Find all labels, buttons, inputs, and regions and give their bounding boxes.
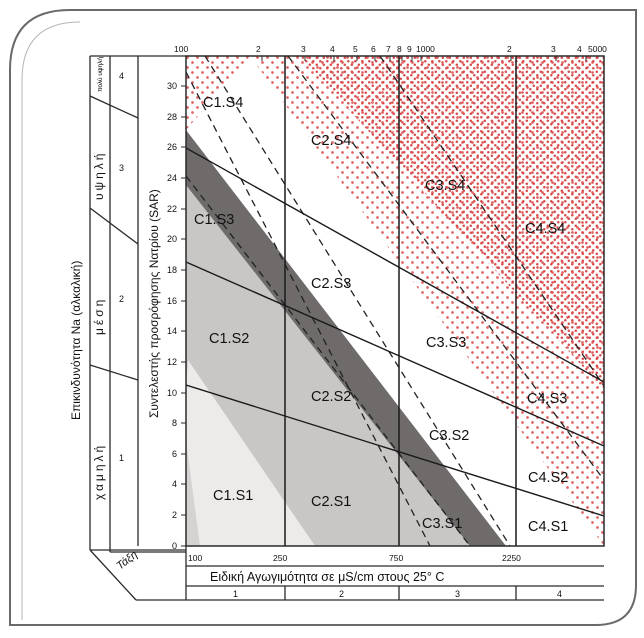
y-tick: 8 — [172, 418, 177, 428]
hazard-label-high: υψηλή — [92, 151, 106, 200]
hazard-number-1: 1 — [119, 453, 124, 463]
y-tick: 18 — [167, 265, 177, 275]
zone-label: C4.S1 — [528, 519, 568, 535]
conductivity-class-numbers: 1 2 3 4 — [233, 589, 562, 599]
class-number: 1 — [233, 589, 238, 599]
y-tick: 2 — [172, 510, 177, 520]
bottom-tick: 750 — [389, 553, 403, 563]
top-tick: 6 — [371, 44, 376, 54]
sar-axis-title: Συντελεστής προσρόφησης Νατρίου (SAR) — [147, 189, 161, 418]
y-tick: 0 — [172, 541, 177, 551]
top-tick-labels: 100 2 3 4 5 6 7 8 9 1000 2 3 4 5000 — [174, 44, 607, 54]
zone-labels: C1.S4 C2.S4 C3.S4 C4.S4 C1.S3 C2.S3 C3.S… — [194, 95, 568, 535]
hazard-label-low: χαμηλή — [92, 443, 106, 500]
y-tick: 24 — [167, 173, 177, 183]
zone-label: C3.S2 — [429, 428, 469, 444]
zone-label: C2.S4 — [311, 133, 351, 149]
y-tick: 14 — [167, 326, 177, 336]
bottom-tick-labels: 100 250 750 2250 — [188, 553, 521, 563]
inner-shadow — [21, 21, 81, 620]
top-tick: 3 — [551, 44, 556, 54]
y-tick: 16 — [167, 296, 177, 306]
zone-label: C3.S3 — [426, 335, 466, 351]
zone-label: C2.S1 — [311, 494, 351, 510]
top-tick: 9 — [407, 44, 412, 54]
y-tick: 4 — [172, 479, 177, 489]
hazard-axis-title: Επικινδυνότητα Na (αλκαλική) — [69, 261, 83, 420]
zone-label: C3.S1 — [422, 516, 462, 532]
sar-tick-marks — [181, 85, 186, 547]
bottom-tick: 100 — [188, 553, 202, 563]
y-tick: 30 — [167, 81, 177, 91]
top-tick: 5000 — [588, 44, 607, 54]
hazard-number-4: 4 — [119, 71, 124, 81]
y-tick: 10 — [167, 388, 177, 398]
y-tick: 22 — [167, 204, 177, 214]
top-tick: 7 — [386, 44, 391, 54]
top-tick: 4 — [577, 44, 582, 54]
y-tick: 26 — [167, 142, 177, 152]
bottom-tick: 250 — [273, 553, 287, 563]
zone-label: C4.S3 — [527, 391, 567, 407]
plot-area — [186, 56, 604, 546]
zone-label: C1.S2 — [209, 331, 249, 347]
zone-label: C1.S3 — [194, 212, 234, 228]
hazard-column-frame — [89, 55, 186, 552]
zone-label: C3.S4 — [425, 178, 465, 194]
conductivity-axis-title: Ειδική Αγωγιμότητα σε μS/cm στους 25° C — [210, 570, 444, 584]
class-number: 3 — [455, 589, 460, 599]
top-tick: 3 — [301, 44, 306, 54]
dense-dots-region — [300, 56, 604, 390]
top-tick: 1000 — [416, 44, 435, 54]
bottom-axis-frame — [89, 546, 604, 601]
y-tick: 20 — [167, 234, 177, 244]
top-tick-marks — [185, 56, 587, 61]
lightest-region — [186, 360, 315, 546]
upper-left-dots — [186, 56, 250, 130]
hazard-label-very-high: πολύ υψηλή — [96, 57, 104, 92]
hazard-class-labels: χαμηλή 1 μέση 2 υψηλή 3 πολύ υψηλή 4 — [92, 57, 124, 500]
hazard-number-3: 3 — [119, 163, 124, 173]
bottom-tick: 2250 — [502, 553, 521, 563]
top-tick: 5 — [353, 44, 358, 54]
zone-label: C4.S4 — [525, 221, 565, 237]
top-tick: 4 — [330, 44, 335, 54]
top-tick: 2 — [256, 44, 261, 54]
zone-label: C4.S2 — [528, 470, 568, 486]
y-tick: 12 — [167, 357, 177, 367]
y-tick: 6 — [172, 449, 177, 459]
top-tick: 100 — [174, 44, 188, 54]
zone-label: C1.S4 — [203, 95, 243, 111]
sar-ticks: 0 2 4 6 8 10 12 14 16 18 20 22 24 26 28 … — [167, 81, 177, 551]
zone-label: C2.S2 — [311, 389, 351, 405]
dark-grey-band — [186, 130, 506, 546]
hazard-number-2: 2 — [119, 294, 124, 304]
class-number: 4 — [557, 589, 562, 599]
zone-label: C1.S1 — [213, 488, 253, 504]
y-tick: 28 — [167, 112, 177, 122]
class-number: 2 — [339, 589, 344, 599]
hazard-label-medium: μέση — [92, 297, 106, 335]
top-tick: 2 — [507, 44, 512, 54]
zone-label: C2.S3 — [311, 276, 351, 292]
top-tick: 8 — [397, 44, 402, 54]
